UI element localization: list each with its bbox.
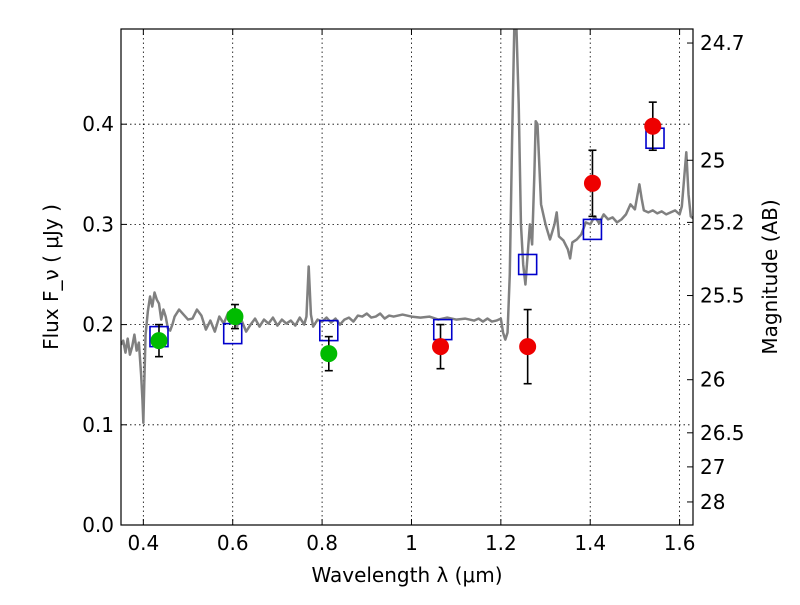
right-tick-label: 26 — [700, 368, 725, 392]
right-axis-title: Magnitude (AB) — [758, 199, 782, 354]
x-tick-label: 0.8 — [306, 531, 338, 555]
x-tick-label: 1 — [405, 531, 418, 555]
right-tick-label: 28 — [700, 490, 725, 514]
y-tick-label: 0.3 — [82, 212, 114, 236]
observed-point — [226, 308, 244, 326]
observed-point — [583, 174, 601, 192]
observed-point — [432, 338, 450, 356]
right-tick-label: 26.5 — [700, 421, 745, 445]
right-tick-label: 27 — [700, 455, 725, 479]
x-tick-label: 1.6 — [664, 531, 696, 555]
spectrum-line — [121, 29, 693, 425]
model-photometry-square — [517, 253, 538, 276]
x-tick-label: 1.2 — [485, 531, 517, 555]
x-axis-title: Wavelength λ (μm) — [311, 563, 502, 587]
data-layer — [121, 29, 693, 425]
y-tick-label: 0.0 — [82, 513, 114, 537]
observed-point — [519, 338, 537, 356]
y-tick-label: 0.2 — [82, 313, 114, 337]
observed-point — [644, 117, 662, 135]
right-tick-label: 25.2 — [700, 210, 745, 234]
y-tick-label: 0.4 — [82, 112, 114, 136]
observed-point — [150, 332, 168, 350]
x-tick-label: 1.4 — [574, 531, 606, 555]
model-photometry-square — [582, 218, 603, 241]
y-tick-label: 0.1 — [82, 413, 114, 437]
right-tick-label: 25.5 — [700, 284, 745, 308]
x-tick-label: 0.6 — [217, 531, 249, 555]
plot-frame — [120, 28, 694, 526]
observed-point — [320, 345, 338, 363]
x-tick-label: 0.4 — [127, 531, 159, 555]
right-tick-label: 24.7 — [700, 31, 745, 55]
y-axis-title: Flux F_ν ( μJy ) — [39, 204, 63, 350]
right-tick-label: 25 — [700, 148, 725, 172]
axis-layer: 0.4 0.6 0.8 1 1.2 1.4 1.6 0.0 0.1 0.2 0.3 0.4 24.7 25… — [82, 29, 745, 555]
